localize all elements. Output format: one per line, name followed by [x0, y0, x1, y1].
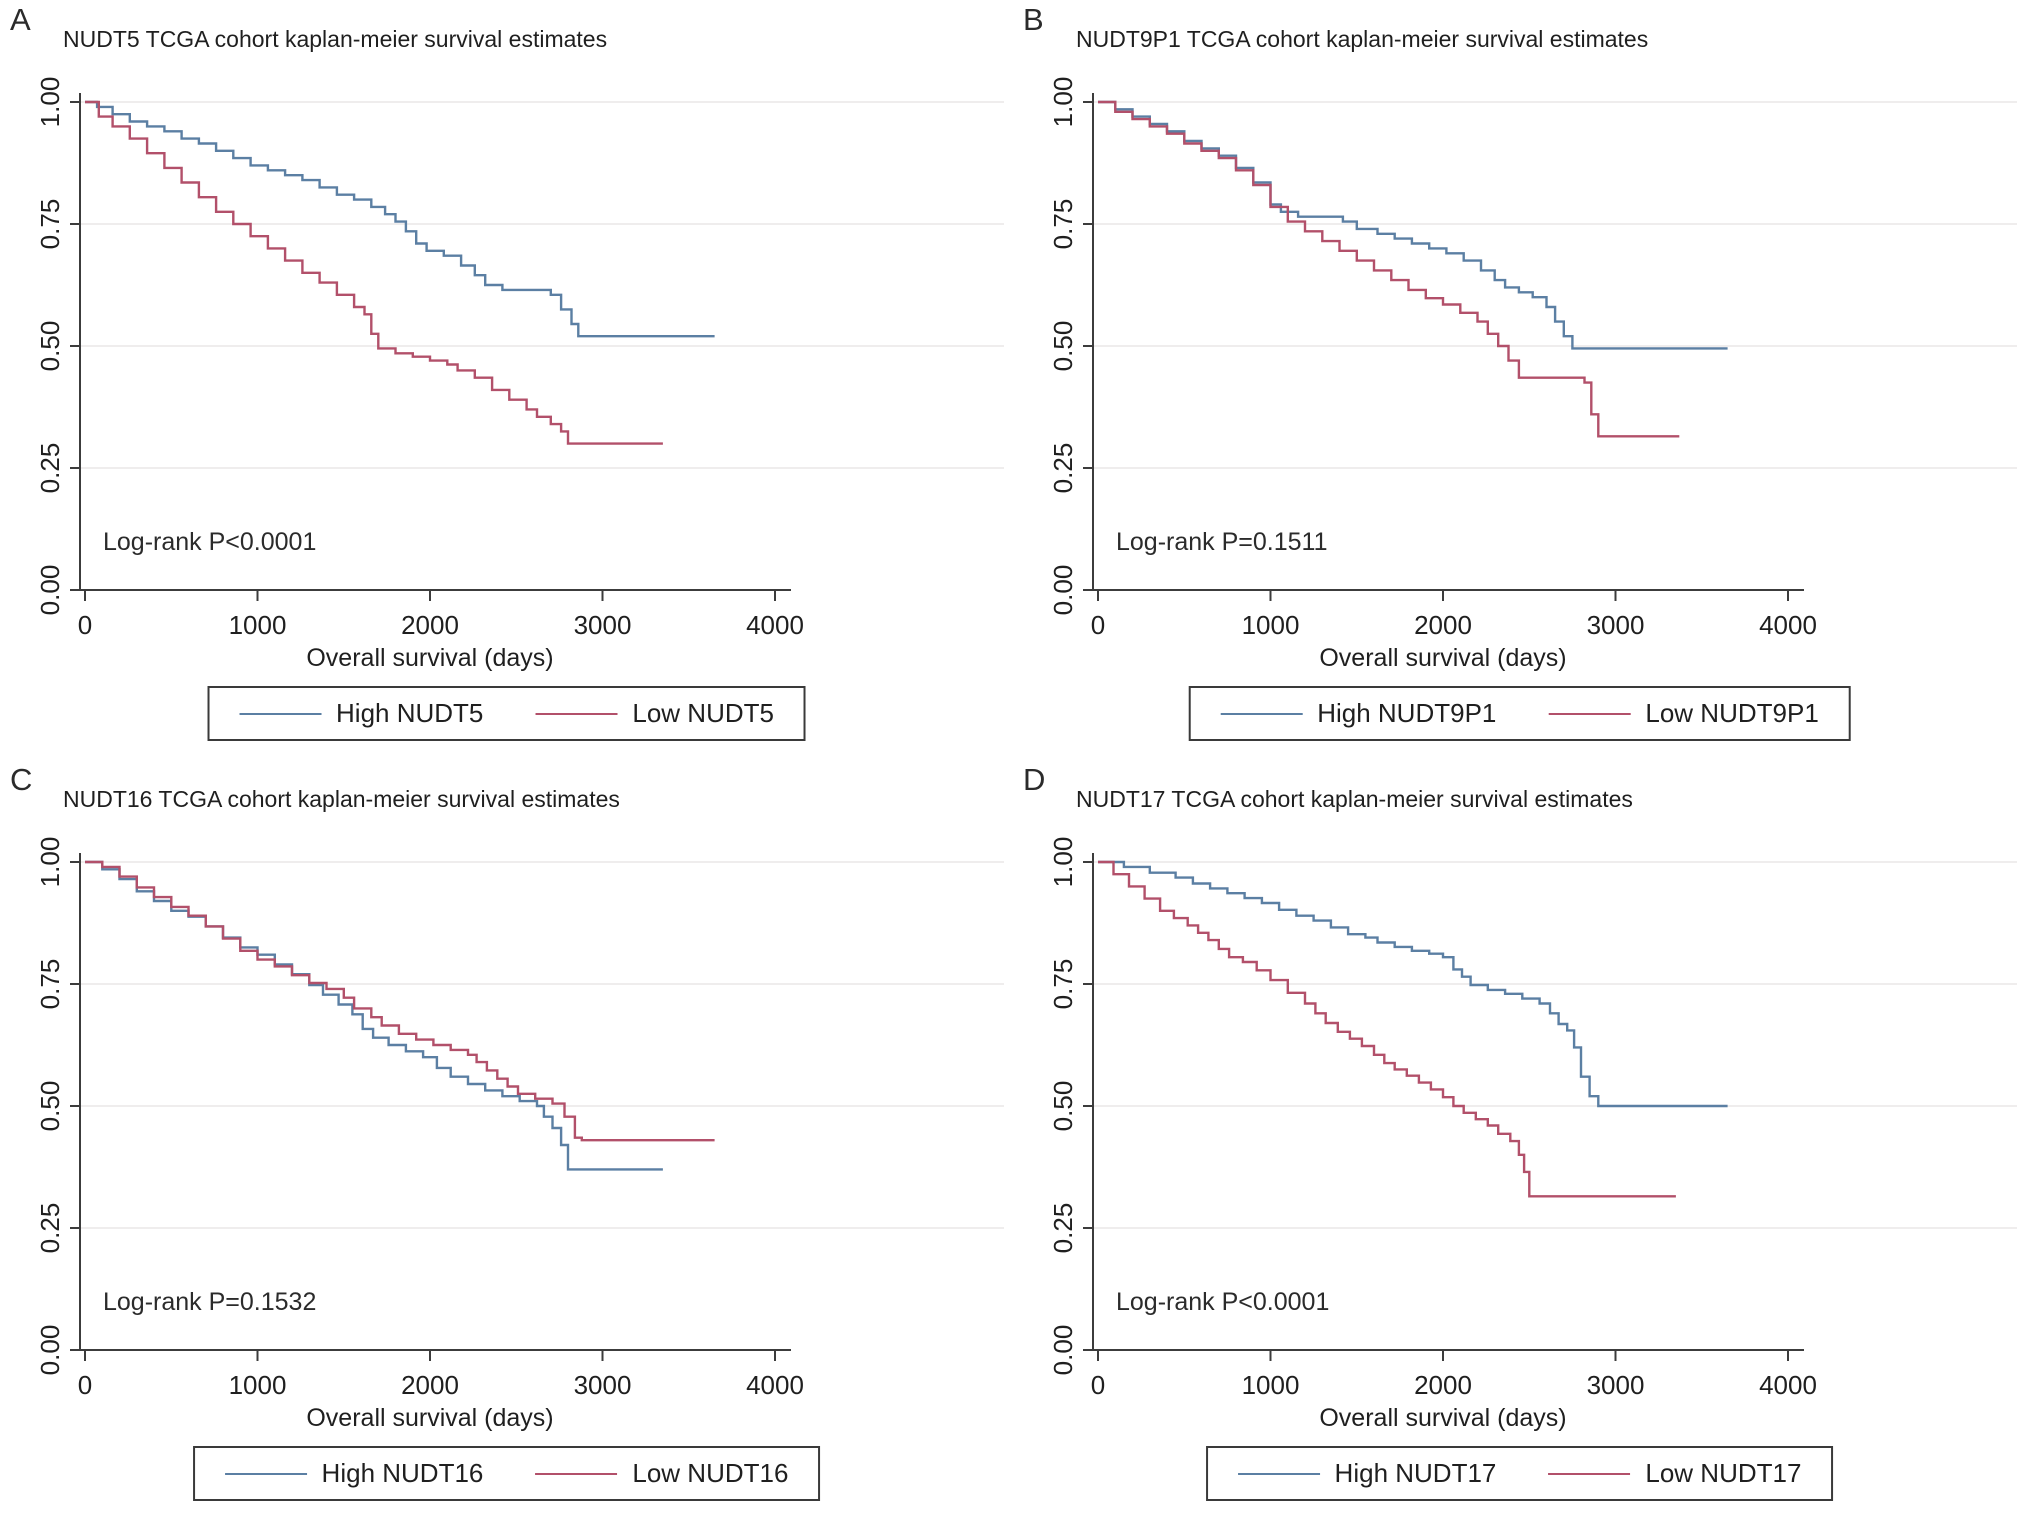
x-tick-label: 2000 [401, 610, 459, 640]
y-tick-label: 0.50 [1048, 1081, 1078, 1132]
legend-label-high: High NUDT9P1 [1317, 698, 1497, 728]
panel-b: 1.00 0.75 0.50 0.25 0.00 0 1000 2000 3000 4000 B … [1013, 0, 2026, 760]
y-tick-label: 0.75 [1048, 199, 1078, 250]
km-curve [85, 860, 715, 1142]
x-tick-label: 3000 [1587, 610, 1645, 640]
x-axis-label-a: Overall survival (days) [306, 644, 554, 672]
km-curve [1098, 860, 1728, 1108]
y-tick-label: 1.00 [35, 77, 65, 128]
panel-letter-b: B [1023, 2, 1044, 37]
legend-d: High NUDT17 Low NUDT17 [1205, 1446, 1834, 1501]
low-series-line-sample [535, 1472, 618, 1475]
high-series-line-sample [1220, 712, 1303, 715]
panel-a: 1.00 0.75 0.50 0.25 0.00 0 1000 2000 3000 4000 A … [0, 0, 1013, 760]
y-tick-label: 1.00 [35, 837, 65, 888]
legend-a: High NUDT5 Low NUDT5 [207, 686, 806, 741]
km-curve [85, 100, 663, 445]
km-curve [1098, 100, 1680, 438]
panel-title-a: NUDT5 TCGA cohort kaplan-meier survival … [63, 26, 608, 52]
y-tick-label: 0.25 [1048, 1203, 1078, 1254]
km-plot-c: 1.00 0.75 0.50 0.25 0.00 0 1000 2000 3000 4000 [35, 837, 1004, 1400]
x-tick-label: 1000 [229, 610, 287, 640]
panel-letter-a: A [10, 2, 31, 37]
x-axis-label-b: Overall survival (days) [1319, 644, 1567, 672]
low-series-line-sample [1548, 712, 1631, 715]
km-plot-d: 1.00 0.75 0.50 0.25 0.00 0 1000 2000 3000 4000 [1048, 837, 2017, 1400]
legend-b: High NUDT9P1 Low NUDT9P1 [1188, 686, 1851, 741]
x-tick-label: 4000 [1759, 1370, 1817, 1400]
panel-title-b: NUDT9P1 TCGA cohort kaplan-meier surviva… [1076, 26, 1649, 52]
legend-label-high: High NUDT5 [336, 698, 484, 728]
high-series-line-sample [239, 712, 322, 715]
x-tick-label: 0 [1091, 1370, 1105, 1400]
x-tick-label: 4000 [1759, 610, 1817, 640]
panel-d: 1.00 0.75 0.50 0.25 0.00 0 1000 2000 3000 4000 D … [1013, 760, 2026, 1520]
x-tick-label: 0 [78, 1370, 92, 1400]
high-series-line-sample [224, 1472, 307, 1475]
x-tick-label: 1000 [229, 1370, 287, 1400]
logrank-pvalue-a: Log-rank P<0.0001 [103, 528, 317, 556]
y-tick-label: 0.25 [1048, 443, 1078, 494]
km-curve [85, 860, 663, 1171]
y-tick-label: 0.25 [35, 443, 65, 494]
y-tick-label: 1.00 [1048, 837, 1078, 888]
legend-c: High NUDT16 Low NUDT16 [192, 1446, 821, 1501]
km-curve [1098, 100, 1728, 350]
km-plot-b: 1.00 0.75 0.50 0.25 0.00 0 1000 2000 3000 4000 [1048, 77, 2017, 640]
y-tick-label: 0.00 [35, 565, 65, 616]
legend-label-low: Low NUDT9P1 [1645, 698, 1819, 728]
low-series-line-sample [535, 712, 618, 715]
y-tick-label: 0.00 [1048, 565, 1078, 616]
x-tick-label: 4000 [746, 1370, 804, 1400]
x-tick-label: 3000 [1587, 1370, 1645, 1400]
km-plot-a: 1.00 0.75 0.50 0.25 0.00 0 1000 2000 3000 4000 [35, 77, 1004, 640]
legend-label-low: Low NUDT5 [632, 698, 774, 728]
legend-label-high: High NUDT16 [321, 1458, 484, 1488]
x-tick-label: 3000 [574, 1370, 632, 1400]
y-tick-label: 0.75 [1048, 959, 1078, 1010]
x-tick-label: 2000 [1414, 610, 1472, 640]
high-series-line-sample [1237, 1472, 1320, 1475]
legend-label-low: Low NUDT16 [632, 1458, 789, 1488]
y-tick-label: 0.75 [35, 959, 65, 1010]
x-axis-label-d: Overall survival (days) [1319, 1404, 1567, 1432]
panel-title-c: NUDT16 TCGA cohort kaplan-meier survival… [63, 786, 620, 812]
x-tick-label: 0 [1091, 610, 1105, 640]
x-tick-label: 3000 [574, 610, 632, 640]
km-curve [1098, 860, 1676, 1198]
y-tick-label: 0.00 [35, 1325, 65, 1376]
x-tick-label: 4000 [746, 610, 804, 640]
x-tick-label: 0 [78, 610, 92, 640]
y-tick-label: 0.50 [35, 321, 65, 372]
legend-label-high: High NUDT17 [1334, 1458, 1497, 1488]
panel-title-d: NUDT17 TCGA cohort kaplan-meier survival… [1076, 786, 1633, 812]
y-tick-label: 0.50 [1048, 321, 1078, 372]
legend-label-low: Low NUDT17 [1645, 1458, 1802, 1488]
x-tick-label: 2000 [401, 1370, 459, 1400]
x-tick-label: 1000 [1242, 610, 1300, 640]
x-tick-label: 1000 [1242, 1370, 1300, 1400]
low-series-line-sample [1548, 1472, 1631, 1475]
y-tick-label: 1.00 [1048, 77, 1078, 128]
panel-c: 1.00 0.75 0.50 0.25 0.00 0 1000 2000 3000 4000 C … [0, 760, 1013, 1520]
y-tick-label: 0.75 [35, 199, 65, 250]
logrank-pvalue-d: Log-rank P<0.0001 [1116, 1288, 1330, 1316]
logrank-pvalue-c: Log-rank P=0.1532 [103, 1288, 317, 1316]
panel-letter-d: D [1023, 762, 1046, 797]
x-axis-label-c: Overall survival (days) [306, 1404, 554, 1432]
x-tick-label: 2000 [1414, 1370, 1472, 1400]
y-tick-label: 0.50 [35, 1081, 65, 1132]
y-tick-label: 0.25 [35, 1203, 65, 1254]
km-curve [85, 100, 715, 338]
logrank-pvalue-b: Log-rank P=0.1511 [1116, 528, 1328, 556]
y-tick-label: 0.00 [1048, 1325, 1078, 1376]
panel-letter-c: C [10, 762, 33, 797]
